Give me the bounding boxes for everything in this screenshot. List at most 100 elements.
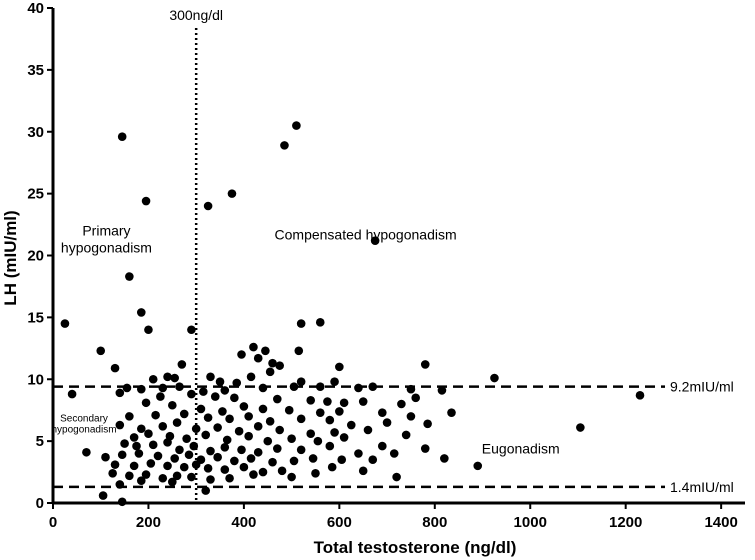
data-point	[253, 353, 263, 363]
data-point	[261, 346, 270, 356]
data-point	[172, 471, 182, 481]
data-point	[196, 404, 206, 414]
data-point	[265, 367, 275, 377]
data-point	[158, 473, 168, 483]
data-point	[125, 471, 134, 481]
data-point	[330, 377, 339, 387]
data-point	[246, 372, 256, 382]
data-point	[203, 201, 213, 211]
data-point	[406, 384, 416, 394]
data-point	[136, 424, 146, 434]
data-points	[60, 121, 645, 507]
data-point	[220, 386, 230, 395]
data-point	[213, 452, 222, 462]
vertical-reference-label: 300ng/dl	[169, 7, 223, 23]
data-point	[263, 436, 273, 446]
data-point	[358, 466, 368, 476]
data-point	[392, 472, 401, 482]
data-point	[253, 421, 263, 431]
data-point	[377, 441, 387, 451]
data-point	[268, 457, 277, 467]
data-point	[244, 412, 253, 421]
x-tick-label: 0	[49, 514, 57, 531]
data-point	[273, 444, 282, 453]
data-point	[339, 433, 349, 442]
y-tick-label: 35	[27, 62, 44, 79]
data-point	[258, 467, 268, 477]
data-point	[368, 382, 378, 391]
data-point	[239, 402, 249, 411]
data-point	[115, 420, 125, 430]
data-point	[308, 454, 318, 463]
data-point	[289, 382, 299, 391]
data-point	[144, 325, 153, 335]
data-point	[249, 342, 258, 352]
data-point	[273, 394, 282, 404]
data-point	[210, 392, 220, 401]
y-tick-label: 25	[27, 186, 44, 203]
data-point	[215, 377, 225, 387]
axes	[51, 8, 745, 505]
data-point	[220, 443, 230, 452]
data-point	[411, 393, 421, 403]
x-tick-label: 200	[136, 514, 161, 531]
data-point	[141, 470, 151, 479]
data-point	[153, 451, 163, 461]
y-tick-label: 20	[27, 248, 44, 265]
data-point	[201, 430, 211, 440]
data-point	[117, 132, 127, 141]
data-point	[96, 346, 106, 356]
data-point	[187, 472, 196, 482]
data-point	[213, 423, 222, 432]
data-point	[125, 272, 134, 281]
data-point	[158, 421, 168, 431]
data-point	[101, 452, 110, 462]
data-point	[275, 425, 284, 435]
region-label: Primary	[82, 223, 130, 239]
data-point	[163, 438, 172, 447]
data-point	[368, 455, 378, 464]
data-point	[151, 410, 160, 420]
data-point	[227, 189, 237, 198]
data-point	[206, 475, 215, 484]
data-point	[325, 415, 335, 425]
data-point	[122, 383, 132, 393]
data-point	[306, 395, 316, 405]
horizontal-reference-label: 1.4mIU/ml	[670, 479, 734, 495]
data-point	[358, 397, 368, 406]
data-point	[230, 456, 239, 466]
data-point	[110, 363, 120, 373]
data-point	[134, 449, 144, 458]
data-point	[120, 439, 129, 448]
data-point	[246, 454, 256, 463]
data-point	[239, 462, 249, 472]
data-point	[144, 429, 153, 439]
data-point	[234, 426, 244, 436]
data-point	[576, 423, 585, 432]
data-point	[306, 429, 316, 439]
data-point	[253, 447, 263, 457]
y-tick-label: 40	[27, 0, 44, 17]
data-point	[335, 362, 344, 372]
data-point	[203, 413, 213, 422]
data-point	[249, 470, 258, 479]
data-point	[206, 372, 215, 382]
data-point	[294, 346, 304, 356]
data-point	[206, 446, 215, 456]
data-point	[406, 412, 416, 421]
data-point	[187, 325, 196, 335]
data-point	[170, 373, 179, 383]
data-point	[175, 445, 184, 455]
x-axis-title: Total testosterone (ng/dl)	[314, 538, 517, 557]
data-point	[125, 412, 134, 421]
data-point	[280, 141, 289, 150]
data-point	[287, 434, 296, 443]
data-point	[315, 408, 325, 417]
data-point	[397, 399, 406, 409]
data-point	[335, 407, 344, 416]
data-point	[420, 360, 430, 369]
data-point	[201, 486, 211, 495]
